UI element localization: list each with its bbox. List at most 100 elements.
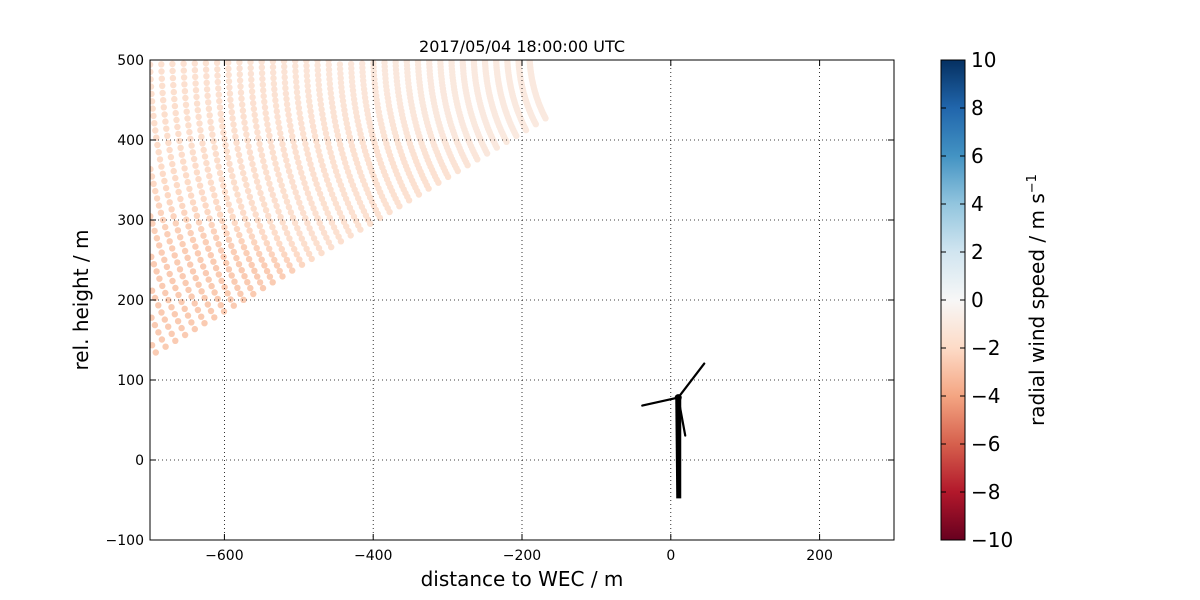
- scan-point: [161, 111, 168, 118]
- scan-point: [153, 268, 160, 275]
- scan-point: [194, 250, 202, 257]
- scan-point: [259, 81, 266, 88]
- scan-point: [202, 269, 210, 277]
- scan-point: [289, 214, 297, 221]
- scan-point: [185, 223, 192, 230]
- scan-point: [221, 224, 228, 231]
- scan-point: [208, 282, 215, 290]
- scan-point: [249, 94, 256, 101]
- scan-point: [192, 162, 199, 169]
- scan-point: [227, 166, 235, 174]
- scan-point: [320, 200, 327, 207]
- scan-point: [281, 79, 289, 87]
- scan-point: [284, 106, 291, 113]
- scan-point: [178, 324, 185, 332]
- scan-point: [150, 112, 157, 120]
- scan-point: [198, 313, 205, 320]
- scan-point: [532, 121, 539, 128]
- colorbar-tick-label: −8: [971, 480, 1000, 504]
- scan-point: [263, 169, 270, 176]
- scan-point: [202, 60, 210, 67]
- scan-point: [208, 221, 215, 229]
- scan-point: [204, 92, 211, 100]
- scan-point: [236, 77, 244, 84]
- scan-point: [168, 304, 175, 311]
- scan-point: [210, 228, 218, 235]
- scan-point: [325, 61, 332, 69]
- scan-point: [245, 143, 252, 150]
- scan-point: [272, 102, 280, 110]
- scan-point: [257, 146, 264, 153]
- scan-point: [207, 252, 214, 259]
- scan-point: [305, 156, 313, 163]
- scan-point: [293, 251, 300, 258]
- scan-point: [303, 67, 310, 75]
- scan-point: [311, 133, 319, 140]
- scan-point: [161, 316, 168, 323]
- scan-point: [150, 287, 156, 294]
- scan-point: [240, 296, 247, 303]
- scan-point: [284, 162, 291, 169]
- scan-point: [151, 321, 159, 329]
- scan-point: [273, 202, 280, 210]
- scan-point: [234, 191, 241, 198]
- scan-point: [181, 165, 188, 172]
- scan-point: [337, 75, 344, 82]
- scan-point: [242, 215, 249, 222]
- scan-point: [247, 64, 254, 72]
- scan-point: [291, 143, 298, 150]
- scan-point: [181, 305, 188, 312]
- scan-point: [386, 208, 393, 216]
- scan-point: [191, 300, 198, 307]
- scan-point: [271, 229, 278, 236]
- scan-point: [170, 213, 177, 220]
- scan-point: [249, 160, 256, 168]
- scan-point: [261, 262, 268, 269]
- scan-point: [357, 226, 364, 233]
- scan-point: [187, 229, 194, 237]
- scan-point: [301, 179, 308, 187]
- scan-point: [281, 63, 288, 70]
- scan-point: [215, 241, 222, 248]
- scan-point: [203, 73, 210, 80]
- scan-point: [228, 272, 235, 279]
- scan-point: [199, 140, 206, 147]
- scan-point: [174, 259, 181, 266]
- scan-point: [223, 148, 230, 155]
- scan-point: [304, 150, 311, 158]
- scan-point: [180, 74, 188, 81]
- scan-point: [316, 91, 323, 98]
- scan-point: [182, 94, 189, 102]
- scan-point: [248, 76, 255, 83]
- scan-point: [236, 65, 243, 72]
- scan-point: [215, 91, 222, 98]
- scan-point: [156, 156, 164, 163]
- scan-point: [205, 276, 212, 283]
- scan-point: [238, 238, 245, 245]
- scan-point: [219, 217, 226, 225]
- scan-point: [166, 238, 173, 245]
- scan-point: [178, 298, 185, 306]
- scan-point: [331, 113, 338, 121]
- scan-point: [327, 85, 334, 92]
- scan-point: [164, 231, 171, 238]
- scan-point: [322, 130, 330, 137]
- scan-point: [289, 133, 296, 140]
- scan-point: [281, 224, 289, 231]
- scan-point: [150, 253, 155, 260]
- scan-point: [227, 102, 235, 110]
- scan-point: [283, 101, 291, 108]
- colorbar-tick-label: 10: [971, 48, 996, 72]
- scan-point: [163, 263, 171, 271]
- scan-point: [301, 135, 308, 143]
- scan-point: [269, 223, 276, 231]
- scan-point: [236, 71, 243, 78]
- scan-point: [158, 309, 165, 316]
- scan-point: [157, 209, 165, 216]
- scan-point: [197, 256, 204, 264]
- scan-point: [225, 201, 232, 208]
- scan-point: [166, 199, 173, 206]
- scan-point: [313, 137, 320, 145]
- scan-point: [246, 227, 253, 234]
